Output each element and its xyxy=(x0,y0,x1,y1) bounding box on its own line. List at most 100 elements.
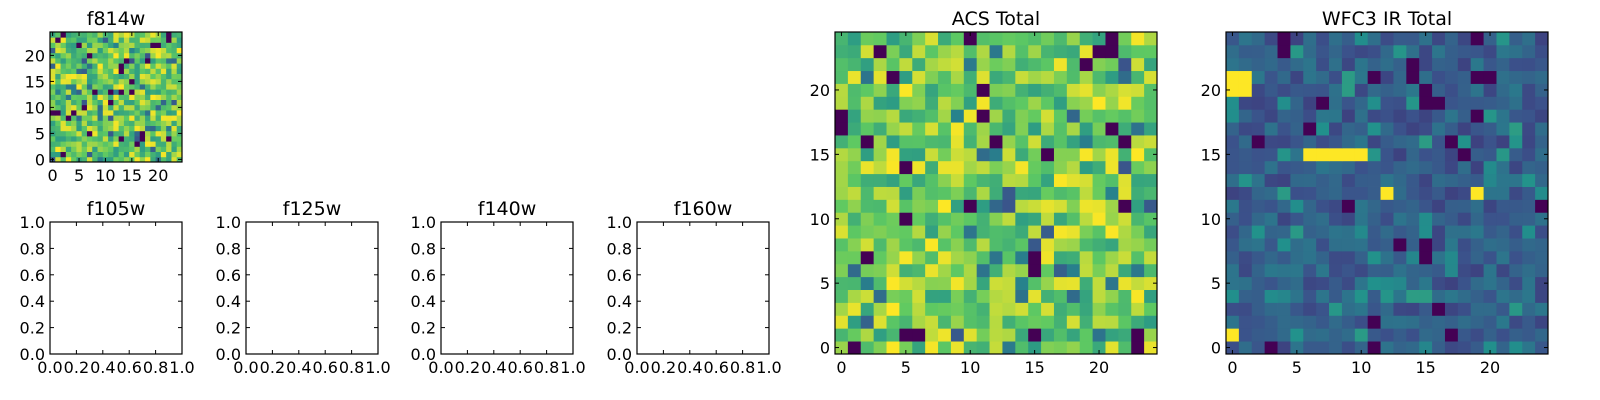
heatmap-cell xyxy=(1092,160,1106,175)
heatmap-cell xyxy=(1053,32,1068,46)
heatmap-cell xyxy=(1131,32,1145,46)
heatmap-cell xyxy=(65,84,72,90)
heatmap-cell xyxy=(1419,160,1433,175)
heatmap-cell xyxy=(1118,147,1132,162)
heatmap-cell xyxy=(1509,135,1523,149)
heatmap-cell xyxy=(1251,276,1266,290)
heatmap-cell xyxy=(129,99,135,106)
heatmap-cell xyxy=(1393,315,1407,329)
heatmap-cell xyxy=(1509,70,1523,84)
heatmap-cell xyxy=(102,37,109,43)
heatmap-cell xyxy=(938,122,952,136)
heatmap-cell xyxy=(1535,122,1549,136)
heatmap-cell xyxy=(925,186,939,200)
heatmap-cell xyxy=(1354,160,1369,175)
heatmap-cell xyxy=(1470,32,1484,46)
heatmap-cell xyxy=(1354,135,1369,149)
heatmap-cell xyxy=(1251,96,1266,110)
heatmap-cell xyxy=(1079,199,1093,213)
heatmap-cell xyxy=(1264,83,1278,97)
heatmap-cell xyxy=(886,289,900,303)
heatmap-cell xyxy=(1251,57,1266,72)
heatmap-cell xyxy=(92,156,98,163)
heatmap-cell xyxy=(76,42,83,48)
heatmap-cell xyxy=(1380,263,1394,278)
heatmap-cell xyxy=(1380,96,1394,110)
heatmap-cell xyxy=(160,32,167,38)
heatmap-cell xyxy=(860,160,875,175)
heatmap-cell xyxy=(118,156,125,163)
heatmap-cell xyxy=(899,83,913,97)
heatmap-cell xyxy=(92,73,98,80)
heatmap-cell xyxy=(1444,96,1459,110)
heatmap-cell xyxy=(1092,70,1106,84)
y-tick-label: 0.0 xyxy=(216,345,241,364)
heatmap-cell xyxy=(1329,109,1343,123)
heatmap-cell xyxy=(835,263,849,278)
heatmap-cell xyxy=(1053,212,1068,226)
heatmap-cell xyxy=(1277,212,1291,226)
heatmap-cell xyxy=(950,44,965,59)
subplot-title: f105w xyxy=(87,198,146,220)
heatmap-cell xyxy=(134,130,141,137)
heatmap-cell xyxy=(1264,276,1278,290)
heatmap-cell xyxy=(160,84,167,90)
heatmap-cell xyxy=(912,57,926,72)
heatmap-cell xyxy=(71,47,77,54)
heatmap-cell xyxy=(1483,160,1497,175)
heatmap-cell xyxy=(1041,225,1055,239)
heatmap-cell xyxy=(1251,238,1266,252)
y-tick-label: 0.8 xyxy=(20,239,45,258)
heatmap-cell xyxy=(134,146,141,152)
heatmap-cell xyxy=(160,110,167,116)
heatmap-cell xyxy=(1066,160,1081,175)
heatmap-cell xyxy=(1251,341,1266,355)
heatmap-cell xyxy=(925,57,939,72)
heatmap-cell xyxy=(60,63,67,69)
heatmap-cell xyxy=(1028,173,1042,187)
heatmap-cell xyxy=(1406,147,1420,162)
heatmap-cell xyxy=(97,120,104,126)
heatmap-cell xyxy=(108,125,114,132)
heatmap-cell xyxy=(1264,96,1278,110)
heatmap-cell xyxy=(86,120,93,126)
heatmap-cell xyxy=(989,160,1003,175)
heatmap-cell xyxy=(1131,263,1145,278)
heatmap-cell xyxy=(1131,135,1145,149)
heatmap-cell xyxy=(925,83,939,97)
heatmap-cell xyxy=(1015,186,1029,200)
heatmap-cell xyxy=(1251,70,1266,84)
heatmap-cell xyxy=(1535,57,1549,72)
y-tick-label: 10 xyxy=(810,210,830,229)
heatmap-cell xyxy=(166,78,172,85)
heatmap-cell xyxy=(847,160,862,175)
heatmap-cell xyxy=(86,84,93,90)
heatmap-cell xyxy=(160,63,167,69)
heatmap-cell xyxy=(1053,250,1068,265)
y-tick-label: 0.6 xyxy=(20,266,45,285)
heatmap-cell xyxy=(976,160,990,175)
heatmap-cell xyxy=(129,125,135,132)
heatmap-cell xyxy=(76,130,83,137)
heatmap-cell xyxy=(150,151,156,158)
heatmap-cell xyxy=(1329,341,1343,355)
y-tick-label: 0 xyxy=(1211,339,1221,358)
heatmap-cell xyxy=(938,135,952,149)
heatmap-cell xyxy=(1002,250,1016,265)
heatmap-cell xyxy=(139,125,146,132)
heatmap-cell xyxy=(1444,32,1459,46)
heatmap-cell xyxy=(1144,173,1158,187)
heatmap-cell xyxy=(1432,109,1446,123)
heatmap-cell xyxy=(86,136,93,142)
heatmap-cell xyxy=(1028,289,1042,303)
heatmap-cell xyxy=(1303,160,1317,175)
heatmap-cell xyxy=(873,173,887,187)
heatmap-cell xyxy=(1118,83,1132,97)
heatmap-cell xyxy=(1041,263,1055,278)
heatmap-cell xyxy=(97,68,104,74)
heatmap-cell xyxy=(139,115,146,121)
heatmap-cell xyxy=(1053,225,1068,239)
heatmap-cell xyxy=(86,115,93,121)
heatmap-cell xyxy=(1131,315,1145,329)
heatmap-cell xyxy=(886,173,900,187)
